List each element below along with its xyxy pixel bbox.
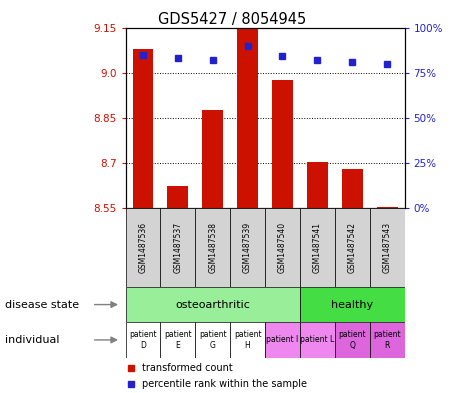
Text: GDS5427 / 8054945: GDS5427 / 8054945 (159, 12, 306, 27)
Text: GSM1487542: GSM1487542 (348, 222, 357, 273)
Bar (342, 169, 363, 208)
Bar (195, 322, 230, 358)
Text: patient L: patient L (300, 336, 334, 344)
Bar (237, 28, 258, 208)
Bar (335, 322, 370, 358)
Text: healthy: healthy (331, 299, 373, 310)
Text: patient I: patient I (266, 336, 299, 344)
Bar (265, 208, 300, 287)
Bar (377, 207, 398, 208)
Bar (335, 208, 370, 287)
Bar (272, 80, 293, 208)
Text: GSM1487539: GSM1487539 (243, 222, 252, 273)
Bar (300, 287, 405, 322)
Text: disease state: disease state (5, 299, 79, 310)
Text: patient
Q: patient Q (339, 330, 366, 350)
Bar (195, 208, 230, 287)
Text: patient
D: patient D (129, 330, 157, 350)
Bar (370, 208, 405, 287)
Bar (126, 287, 300, 322)
Text: patient
G: patient G (199, 330, 226, 350)
Bar (230, 208, 265, 287)
Bar (265, 322, 300, 358)
Bar (160, 322, 195, 358)
Text: patient
E: patient E (164, 330, 192, 350)
Bar (202, 110, 223, 208)
Text: individual: individual (5, 335, 59, 345)
Text: GSM1487540: GSM1487540 (278, 222, 287, 273)
Bar (300, 322, 335, 358)
Text: GSM1487537: GSM1487537 (173, 222, 182, 273)
Text: percentile rank within the sample: percentile rank within the sample (142, 379, 307, 389)
Text: GSM1487538: GSM1487538 (208, 222, 217, 273)
Bar (230, 322, 265, 358)
Text: GSM1487541: GSM1487541 (313, 222, 322, 273)
Bar (126, 208, 160, 287)
Text: GSM1487543: GSM1487543 (383, 222, 392, 273)
Bar (160, 208, 195, 287)
Bar (307, 162, 328, 208)
Bar (167, 186, 188, 208)
Bar (126, 322, 160, 358)
Bar (300, 208, 335, 287)
Bar (133, 49, 153, 208)
Text: GSM1487536: GSM1487536 (139, 222, 147, 273)
Bar (370, 322, 405, 358)
Text: patient
R: patient R (373, 330, 401, 350)
Text: patient
H: patient H (234, 330, 261, 350)
Text: transformed count: transformed count (142, 363, 233, 373)
Text: osteoarthritic: osteoarthritic (175, 299, 250, 310)
